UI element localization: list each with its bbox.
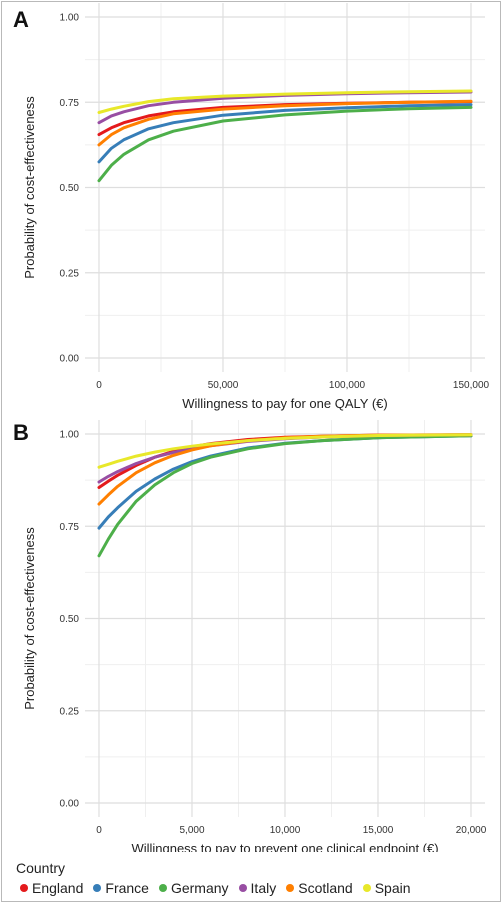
legend-label: Italy bbox=[250, 880, 277, 896]
chart-b: 0 5,000 10,000 15,000 20,000 0.00 0.25 0.50 0.75… bbox=[22, 420, 487, 852]
series-line-germany bbox=[97, 105, 473, 183]
x-axis-label: Willingness to pay to prevent one clinic… bbox=[131, 841, 438, 852]
x-tick-label: 10,000 bbox=[270, 825, 301, 836]
legend: Country England France Germany Italy Scotlan… bbox=[16, 860, 496, 902]
y-tick-label: 0.50 bbox=[60, 183, 80, 194]
series-line-spain bbox=[97, 433, 473, 469]
y-tick-label: 0.75 bbox=[60, 522, 80, 533]
legend-color-dot bbox=[158, 884, 167, 892]
panel-a-letter: A bbox=[13, 7, 29, 32]
y-axis-label: Probability of cost-effectiveness bbox=[22, 527, 37, 710]
series-line-germany bbox=[97, 434, 473, 558]
legend-item-france: France bbox=[93, 880, 149, 896]
y-tick-label: 0.50 bbox=[60, 614, 80, 625]
x-tick-label: 100,000 bbox=[329, 380, 366, 391]
legend-label: England bbox=[32, 880, 84, 896]
legend-item-italy: Italy bbox=[238, 880, 277, 896]
chart-a: 0 50,000 100,000 150,000 0.00 0.25 0.50 0.75 1.0… bbox=[22, 3, 490, 411]
legend-color-dot bbox=[362, 884, 371, 892]
series-line-scotland bbox=[97, 99, 473, 147]
legend-color-dot bbox=[286, 884, 295, 892]
legend-item-england: England bbox=[20, 880, 83, 896]
x-tick-label: 20,000 bbox=[456, 825, 487, 836]
legend-item-spain: Spain bbox=[362, 880, 411, 896]
x-tick-label: 50,000 bbox=[208, 380, 239, 391]
x-tick-label: 5,000 bbox=[179, 825, 204, 836]
y-tick-label: 0.25 bbox=[60, 268, 80, 279]
y-tick-label: 0.00 bbox=[60, 354, 80, 365]
series-line-france bbox=[97, 103, 473, 164]
legend-label: Scotland bbox=[298, 880, 353, 896]
legend-item-germany: Germany bbox=[158, 880, 229, 896]
y-tick-label: 0.75 bbox=[60, 98, 80, 109]
legend-item-scotland: Scotland bbox=[286, 880, 353, 896]
legend-label: France bbox=[105, 880, 149, 896]
legend-items: England France Germany Italy Scotland Spain bbox=[20, 880, 421, 896]
legend-label: Spain bbox=[374, 880, 411, 896]
panel-b-letter: B bbox=[13, 420, 29, 445]
legend-label: Germany bbox=[170, 880, 229, 896]
x-tick-label: 0 bbox=[96, 825, 102, 836]
y-tick-label: 1.00 bbox=[60, 13, 80, 24]
legend-color-dot bbox=[93, 884, 102, 892]
x-tick-label: 15,000 bbox=[363, 825, 394, 836]
y-tick-label: 0.25 bbox=[60, 706, 80, 717]
y-tick-label: 1.00 bbox=[60, 430, 80, 441]
x-tick-label: 0 bbox=[96, 380, 102, 391]
x-axis-label: Willingness to pay for one QALY (€) bbox=[182, 396, 387, 411]
legend-title: Country bbox=[16, 860, 66, 876]
y-tick-label: 0.00 bbox=[60, 799, 80, 810]
legend-color-dot bbox=[238, 884, 247, 892]
y-axis-label: Probability of cost-effectiveness bbox=[22, 96, 37, 279]
legend-color-dot bbox=[20, 884, 28, 892]
series-line-spain bbox=[97, 89, 473, 114]
x-tick-label: 150,000 bbox=[453, 380, 490, 391]
